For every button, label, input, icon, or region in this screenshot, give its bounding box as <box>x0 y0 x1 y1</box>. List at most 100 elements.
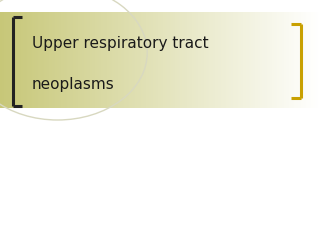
Bar <box>114 12 116 108</box>
Bar <box>222 12 223 108</box>
Bar <box>86 12 88 108</box>
Bar <box>52 12 54 108</box>
Bar <box>82 12 84 108</box>
Bar <box>306 12 308 108</box>
Bar <box>164 12 166 108</box>
Bar <box>236 12 237 108</box>
Bar <box>254 12 255 108</box>
Bar <box>102 12 104 108</box>
Bar <box>31 12 32 108</box>
Bar <box>9 12 10 108</box>
Bar <box>217 12 218 108</box>
Bar <box>214 12 216 108</box>
Bar <box>257 12 259 108</box>
Bar <box>291 12 292 108</box>
Bar <box>59 12 60 108</box>
Bar <box>256 12 257 108</box>
Bar <box>119 12 121 108</box>
Bar <box>272 12 273 108</box>
Bar <box>25 12 26 108</box>
Bar <box>211 12 212 108</box>
Bar <box>35 12 36 108</box>
Bar <box>147 12 148 108</box>
Bar <box>262 12 264 108</box>
Bar <box>219 12 220 108</box>
Bar <box>139 12 140 108</box>
Bar <box>239 12 240 108</box>
Bar <box>169 12 170 108</box>
Bar <box>166 12 168 108</box>
Bar <box>99 12 100 108</box>
Bar <box>303 12 304 108</box>
Bar <box>173 12 174 108</box>
Bar <box>298 12 299 108</box>
Bar <box>49 12 51 108</box>
Bar <box>293 12 295 108</box>
Bar <box>151 12 153 108</box>
Bar <box>84 12 86 108</box>
Bar <box>193 12 195 108</box>
Bar <box>37 12 39 108</box>
Bar <box>70 12 72 108</box>
Bar <box>68 12 70 108</box>
Bar <box>276 12 278 108</box>
Bar <box>258 12 260 108</box>
Text: Upper respiratory tract: Upper respiratory tract <box>32 36 209 51</box>
Bar <box>32 12 33 108</box>
Bar <box>171 12 172 108</box>
Bar <box>101 12 103 108</box>
Bar <box>118 12 120 108</box>
Bar <box>90 12 91 108</box>
Bar <box>229 12 231 108</box>
Bar <box>71 12 73 108</box>
Bar <box>313 12 314 108</box>
Bar <box>201 12 202 108</box>
Bar <box>268 12 269 108</box>
Bar <box>94 12 95 108</box>
Bar <box>310 12 312 108</box>
Bar <box>308 12 310 108</box>
Bar <box>111 12 112 108</box>
Bar <box>138 12 139 108</box>
Bar <box>20 12 22 108</box>
Bar <box>42 12 43 108</box>
Bar <box>213 12 215 108</box>
Bar <box>199 12 201 108</box>
Bar <box>22 12 24 108</box>
Bar <box>112 12 113 108</box>
Bar <box>19 12 20 108</box>
Bar <box>26 12 27 108</box>
Bar <box>60 12 61 108</box>
Bar <box>314 12 315 108</box>
Bar <box>249 12 250 108</box>
Bar <box>145 12 147 108</box>
Bar <box>250 12 251 108</box>
Bar <box>297 12 298 108</box>
Bar <box>87 12 89 108</box>
Bar <box>58 12 59 108</box>
Bar <box>47 12 48 108</box>
Bar <box>129 12 131 108</box>
Bar <box>57 12 58 108</box>
Bar <box>44 12 45 108</box>
Bar <box>263 12 265 108</box>
Bar <box>194 12 196 108</box>
Bar <box>131 12 132 108</box>
Bar <box>259 12 260 108</box>
Bar <box>212 12 214 108</box>
Bar <box>62 12 63 108</box>
Bar <box>267 12 268 108</box>
Bar <box>117 12 119 108</box>
Bar <box>260 12 262 108</box>
Bar <box>300 12 301 108</box>
Bar <box>224 12 225 108</box>
Bar <box>197 12 199 108</box>
Bar <box>107 12 108 108</box>
Bar <box>160 12 161 108</box>
Bar <box>98 12 100 108</box>
Bar <box>220 12 221 108</box>
Bar <box>283 12 284 108</box>
Bar <box>215 12 217 108</box>
Bar <box>292 12 294 108</box>
Bar <box>39 12 41 108</box>
